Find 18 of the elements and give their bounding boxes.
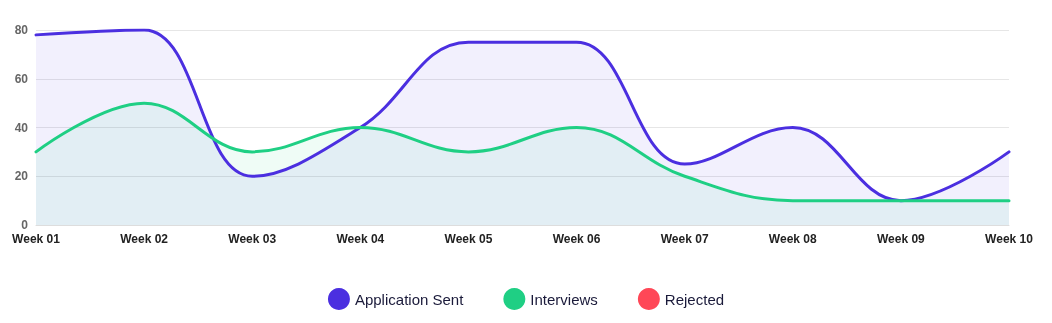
x-tick-label: Week 08 [768,232,818,246]
y-tick-label: 0 [21,218,29,232]
x-tick-label: Week 01 [12,232,61,246]
x-tick-label: Week 06 [552,232,601,246]
y-tick-label: 20 [14,169,29,184]
y-tick-label: 60 [14,71,29,86]
legend-label: Rejected [664,290,725,308]
y-tick-label: 80 [14,23,29,37]
x-tick-label: Week 07 [660,232,709,246]
x-tick-label: Week 10 [985,232,1034,246]
x-tick-label: Week 09 [876,232,926,246]
legend-label: Application Sent [354,290,465,308]
y-tick-label: 40 [14,120,29,135]
x-tick-label: Week 02 [120,232,169,246]
x-tick-label: Week 05 [444,232,493,246]
x-tick-label: Week 03 [228,232,277,246]
x-tick-label: Week 04 [336,232,385,246]
legend-label: Interviews [530,290,598,308]
